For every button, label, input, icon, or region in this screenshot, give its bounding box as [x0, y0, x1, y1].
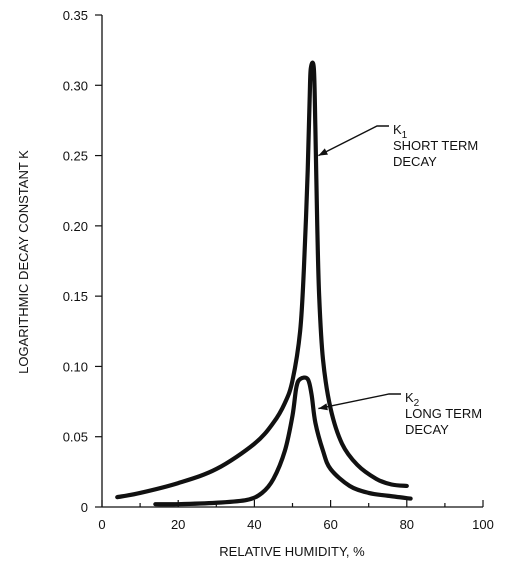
y-tick-label: 0.15 [63, 289, 88, 304]
y-tick-label: 0.30 [63, 78, 88, 93]
annotation-text: DECAY [405, 422, 449, 437]
x-tick-label: 60 [323, 517, 337, 532]
annotation-arrowhead [318, 403, 328, 411]
annotation-text: DECAY [393, 154, 437, 169]
x-axis-label: RELATIVE HUMIDITY, % [219, 544, 365, 559]
annotation-subscript: 2 [414, 398, 420, 409]
y-tick-label: 0.20 [63, 219, 88, 234]
ticks: 0 20 40 60 80 100 0 0.05 0.10 0.15 0.20 0.25 0.30 0.3… [63, 8, 494, 532]
annotation-text: LONG TERM [405, 406, 482, 421]
x-tick-label: 80 [400, 517, 414, 532]
series-group [115, 60, 413, 507]
y-tick-label: 0.05 [63, 430, 88, 445]
x-tick-label: 40 [247, 517, 261, 532]
x-tick-label: 20 [171, 517, 185, 532]
annotation-arrow-line [318, 393, 401, 410]
y-tick-label: 0.25 [63, 149, 88, 164]
annotation-arrow-line [318, 125, 389, 157]
annotation-subscript: 1 [402, 130, 408, 141]
x-tick-label: 0 [98, 517, 105, 532]
y-tick-label: 0 [81, 500, 88, 515]
y-axis-label: LOGARITHMIC DECAY CONSTANT K [16, 150, 31, 374]
y-tick-label: 0.10 [63, 359, 88, 374]
annotation-text: SHORT TERM [393, 138, 478, 153]
series-k2-line [153, 375, 413, 507]
annotation-arrowhead [318, 148, 328, 156]
y-tick-label: 0.35 [63, 8, 88, 23]
x-tick-label: 100 [472, 517, 494, 532]
series-k1-line [115, 60, 409, 500]
